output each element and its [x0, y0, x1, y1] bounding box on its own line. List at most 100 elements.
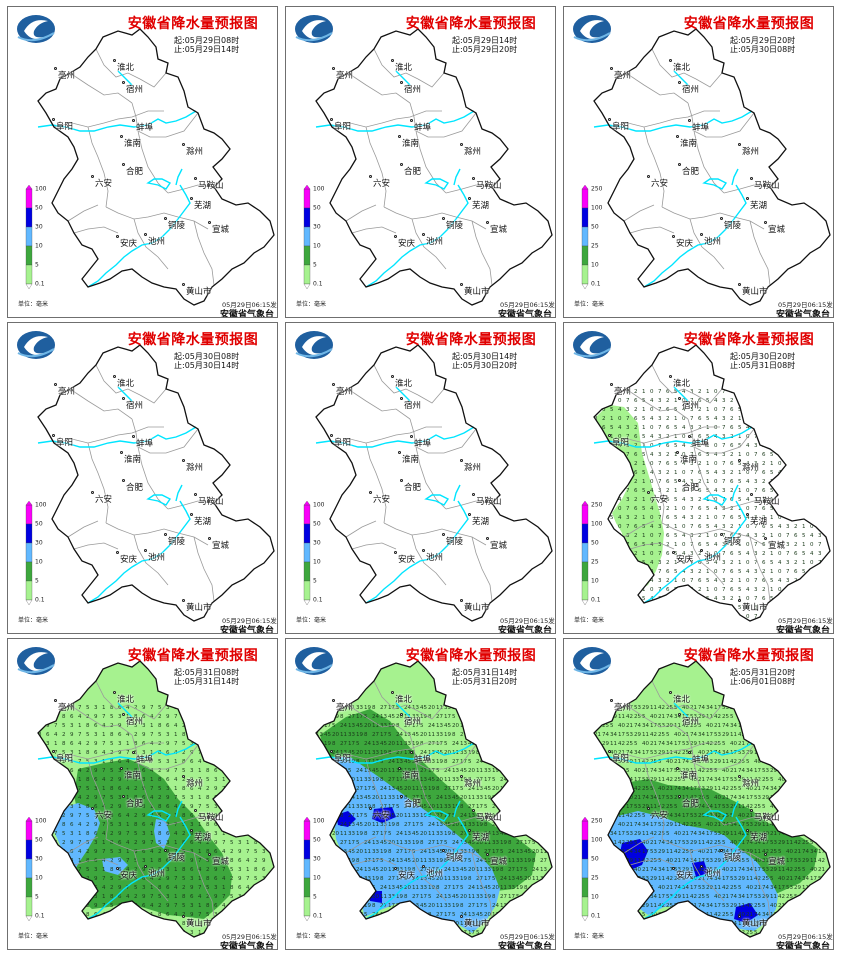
- svg-text:4: 4: [618, 569, 622, 575]
- svg-text:11: 11: [618, 813, 625, 819]
- river: [643, 184, 747, 288]
- legend-label: 10: [591, 577, 599, 585]
- svg-text:3: 3: [594, 452, 598, 458]
- svg-text:20: 20: [332, 831, 339, 837]
- svg-text:53: 53: [810, 804, 817, 810]
- city-marker-icon: [182, 459, 185, 462]
- svg-text:8: 8: [38, 786, 42, 792]
- svg-text:24: 24: [396, 930, 403, 936]
- svg-text:7: 7: [818, 470, 822, 476]
- city-label: 宿州: [682, 401, 700, 411]
- svg-text:5: 5: [674, 551, 678, 557]
- map-title: 安徽省降水量预报图: [405, 648, 537, 664]
- city-marker-icon: [132, 751, 135, 754]
- svg-text:17: 17: [722, 876, 729, 882]
- svg-text:40: 40: [786, 750, 793, 756]
- svg-text:2: 2: [86, 768, 90, 774]
- svg-text:5: 5: [404, 777, 408, 783]
- svg-text:4: 4: [714, 470, 718, 476]
- legend-swatch: [581, 264, 589, 285]
- svg-text:2: 2: [182, 750, 186, 756]
- svg-text:5: 5: [706, 470, 710, 476]
- svg-text:21: 21: [810, 795, 817, 801]
- svg-text:5: 5: [802, 425, 806, 431]
- svg-text:5: 5: [690, 849, 694, 855]
- svg-text:2: 2: [762, 497, 766, 503]
- svg-text:3: 3: [658, 542, 662, 548]
- city-marker-icon: [330, 118, 333, 121]
- svg-text:40: 40: [714, 894, 721, 900]
- svg-text:7: 7: [222, 921, 226, 927]
- svg-text:5: 5: [158, 786, 162, 792]
- svg-text:4: 4: [682, 389, 686, 395]
- river: [315, 426, 475, 448]
- svg-text:3: 3: [214, 777, 218, 783]
- svg-text:5: 5: [182, 903, 186, 909]
- svg-text:5: 5: [642, 596, 646, 602]
- agency-name: 安徽省气象台: [220, 626, 275, 634]
- svg-text:20: 20: [396, 714, 403, 720]
- svg-text:24: 24: [540, 840, 547, 846]
- svg-text:2: 2: [182, 777, 186, 783]
- legend-swatch: [303, 264, 311, 285]
- svg-text:1: 1: [642, 479, 646, 485]
- svg-text:20: 20: [316, 786, 323, 792]
- svg-text:6: 6: [214, 903, 218, 909]
- svg-text:9: 9: [166, 768, 170, 774]
- svg-text:7: 7: [626, 452, 630, 458]
- city-label: 安庆: [120, 239, 138, 249]
- svg-text:4: 4: [618, 551, 622, 557]
- city-marker-icon: [468, 513, 471, 516]
- svg-text:4: 4: [246, 858, 250, 864]
- svg-text:24: 24: [460, 912, 467, 918]
- city-label: 宣城: [490, 225, 508, 235]
- svg-text:21: 21: [802, 723, 809, 729]
- svg-text:11: 11: [650, 903, 657, 909]
- svg-text:4: 4: [810, 425, 814, 431]
- svg-text:11: 11: [420, 759, 427, 765]
- svg-text:7: 7: [658, 407, 662, 413]
- legend-label: 0.1: [313, 596, 323, 604]
- map-title: 安徽省降水量预报图: [127, 16, 259, 32]
- city-marker-icon: [190, 197, 193, 200]
- svg-text:1: 1: [770, 551, 774, 557]
- svg-text:74: 74: [602, 732, 609, 738]
- city-marker-icon: [116, 867, 119, 870]
- svg-text:5: 5: [332, 723, 336, 729]
- city-marker-icon: [669, 691, 672, 694]
- svg-text:13: 13: [364, 768, 371, 774]
- svg-text:11: 11: [348, 804, 355, 810]
- svg-text:1: 1: [706, 533, 710, 539]
- svg-text:19: 19: [452, 903, 459, 909]
- svg-text:40: 40: [738, 912, 745, 918]
- svg-text:27: 27: [524, 813, 531, 819]
- svg-text:6: 6: [666, 497, 670, 503]
- svg-text:1: 1: [150, 831, 154, 837]
- svg-text:17: 17: [484, 777, 491, 783]
- svg-text:5: 5: [802, 479, 806, 485]
- svg-text:34: 34: [714, 876, 721, 882]
- svg-text:3: 3: [166, 786, 170, 792]
- svg-text:29: 29: [722, 930, 729, 936]
- svg-text:42: 42: [682, 822, 689, 828]
- svg-text:4: 4: [198, 813, 202, 819]
- city-marker-icon: [647, 807, 650, 810]
- svg-text:20: 20: [532, 750, 539, 756]
- svg-text:3: 3: [722, 488, 726, 494]
- svg-text:4: 4: [682, 461, 686, 467]
- svg-text:27: 27: [396, 750, 403, 756]
- svg-text:45: 45: [316, 759, 323, 765]
- svg-text:6: 6: [666, 605, 670, 611]
- svg-text:21: 21: [714, 723, 721, 729]
- legend-label: 50: [35, 836, 43, 844]
- city-label: 宣城: [768, 541, 786, 551]
- svg-text:21: 21: [626, 921, 633, 927]
- svg-text:33: 33: [532, 804, 539, 810]
- svg-text:45: 45: [420, 903, 427, 909]
- svg-text:53: 53: [722, 804, 729, 810]
- svg-text:6: 6: [118, 813, 122, 819]
- city-label: 池州: [426, 237, 444, 247]
- svg-text:1: 1: [198, 768, 202, 774]
- svg-text:42: 42: [818, 858, 825, 864]
- city-label: 宣城: [768, 857, 786, 867]
